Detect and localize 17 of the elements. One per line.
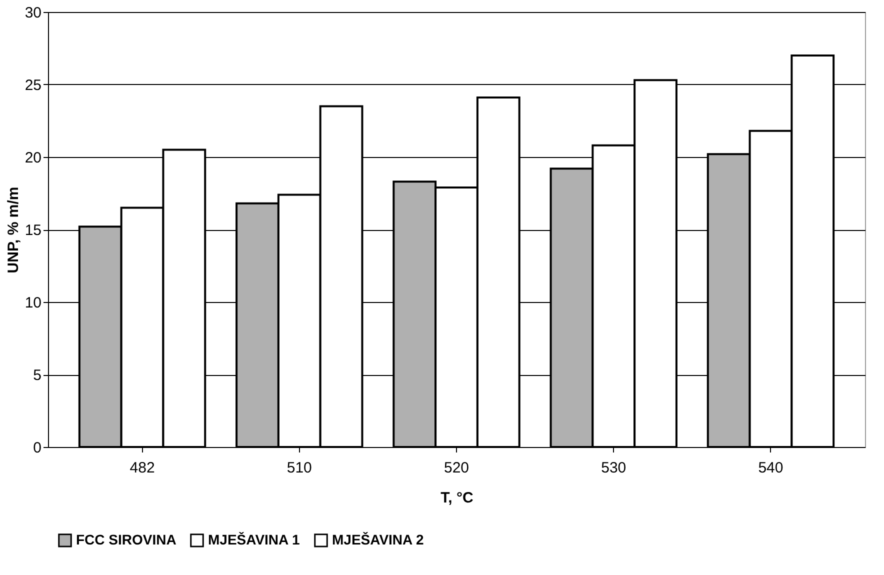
- y-tick-label: 20: [24, 150, 42, 166]
- legend-label: MJEŠAVINA 1: [208, 531, 300, 548]
- x-tick-label: 510: [286, 460, 312, 476]
- x-tick-label: 520: [444, 460, 470, 476]
- y-tick-label: 0: [33, 440, 42, 456]
- legend-label: FCC SIROVINA: [76, 531, 176, 548]
- x-tick-label: 540: [758, 460, 784, 476]
- legend-label: MJEŠAVINA 2: [332, 531, 424, 548]
- y-tick-label: 25: [24, 77, 42, 94]
- y-axis-title: UNP, % m/m: [4, 186, 22, 274]
- y-tick-label: 5: [33, 367, 42, 384]
- x-axis-title: T, °C: [440, 490, 474, 506]
- x-tick-label: 482: [130, 460, 155, 476]
- y-tick-label: 30: [24, 4, 42, 22]
- y-tick-label: 15: [24, 222, 42, 239]
- y-tick-label: 10: [24, 294, 42, 312]
- x-tick-label: 530: [601, 460, 626, 476]
